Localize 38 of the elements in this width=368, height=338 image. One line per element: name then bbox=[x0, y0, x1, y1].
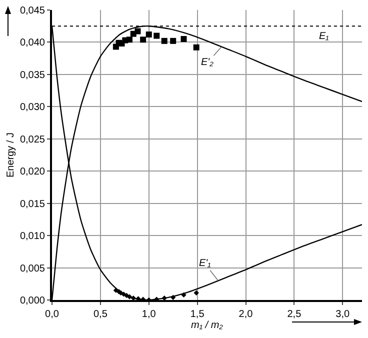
x-axis-title: m₁ / m₂ bbox=[191, 320, 224, 331]
x-tick-label: 1,0 bbox=[142, 309, 156, 320]
point bbox=[134, 28, 141, 34]
point bbox=[193, 44, 200, 50]
y-tick-label: 0,045 bbox=[20, 6, 46, 16]
x-tick-label: 2,5 bbox=[287, 309, 302, 320]
annotation: E'₂ bbox=[201, 57, 214, 68]
point bbox=[146, 31, 152, 38]
y-axis-title: Energy / J bbox=[5, 132, 16, 178]
point bbox=[130, 295, 136, 300]
y-tick-label: 0,010 bbox=[20, 231, 46, 242]
x-tick-label: 0,5 bbox=[93, 309, 108, 320]
point bbox=[161, 38, 168, 44]
point bbox=[162, 295, 167, 300]
y-tick-label: 0,040 bbox=[20, 38, 46, 49]
y-tick-label: 0,005 bbox=[20, 263, 46, 274]
point bbox=[140, 36, 146, 43]
x-tick-label: 1,5 bbox=[190, 309, 205, 320]
point bbox=[170, 294, 176, 300]
point bbox=[136, 296, 141, 300]
point bbox=[180, 36, 187, 42]
point bbox=[170, 38, 176, 44]
point bbox=[126, 36, 132, 43]
y-tick-label: 0,035 bbox=[20, 70, 46, 81]
x-tick-label: 0,0 bbox=[45, 309, 60, 320]
x-tick-label: 2,0 bbox=[238, 309, 254, 320]
y-tick-label: 0,025 bbox=[20, 134, 46, 146]
y-tick-label: 0,030 bbox=[20, 102, 46, 114]
point bbox=[181, 292, 186, 298]
point bbox=[154, 32, 160, 39]
x-tick-label: 3,0 bbox=[336, 309, 350, 320]
point bbox=[194, 290, 199, 296]
point bbox=[126, 294, 132, 300]
annotation: E'₁ bbox=[199, 258, 211, 269]
y-tick-label: 0,020 bbox=[20, 166, 46, 178]
ref-line-label: E₁ bbox=[319, 31, 329, 42]
y-tick-label: 0,015 bbox=[20, 198, 46, 210]
y-tick-label: 0,000 bbox=[20, 296, 46, 306]
